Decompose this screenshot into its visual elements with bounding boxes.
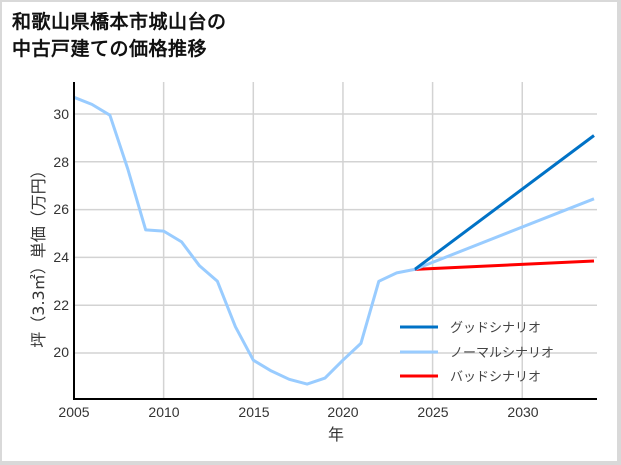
series-line bbox=[414, 197, 595, 271]
data-lines bbox=[73, 95, 595, 386]
legend-label-normal: ノーマルシナリオ bbox=[450, 346, 554, 361]
chart-title-line-1: 和歌山県橋本市城山台の bbox=[12, 11, 227, 33]
y-tick-label: 30 bbox=[53, 106, 69, 122]
series-line bbox=[414, 259, 595, 271]
y-tick-labels: 30 28 26 24 22 20 bbox=[53, 106, 69, 360]
axes bbox=[73, 82, 597, 400]
legend: グッドシナリオ ノーマルシナリオ バッドシナリオ bbox=[400, 321, 554, 385]
chart-title: 和歌山県橋本市城山台の 中古戸建ての価格推移 bbox=[12, 9, 227, 63]
grid-lines bbox=[74, 82, 597, 399]
y-tick-label: 26 bbox=[53, 201, 69, 217]
x-tick-label: 2015 bbox=[238, 404, 269, 420]
y-tick-label: 24 bbox=[53, 249, 69, 265]
y-tick-label: 22 bbox=[53, 297, 69, 313]
y-tick-label: 28 bbox=[53, 154, 69, 170]
chart-title-line-2: 中古戸建ての価格推移 bbox=[12, 38, 208, 60]
x-tick-label: 2025 bbox=[417, 404, 448, 420]
x-tick-label: 2020 bbox=[327, 404, 358, 420]
y-axis-label: 坪（3.3㎡）単価（万円） bbox=[29, 162, 48, 347]
x-tick-labels: 2005 2010 2015 2020 2025 2030 bbox=[58, 404, 538, 420]
legend-label-good: グッドシナリオ bbox=[450, 321, 541, 336]
series-line bbox=[73, 95, 415, 386]
series-line bbox=[413, 134, 595, 271]
x-tick-label: 2030 bbox=[507, 404, 538, 420]
x-axis-label: 年 bbox=[328, 425, 344, 444]
x-tick-label: 2010 bbox=[148, 404, 179, 420]
legend-label-bad: バッドシナリオ bbox=[450, 370, 541, 385]
y-tick-label: 20 bbox=[53, 344, 69, 360]
x-tick-label: 2005 bbox=[58, 404, 89, 420]
